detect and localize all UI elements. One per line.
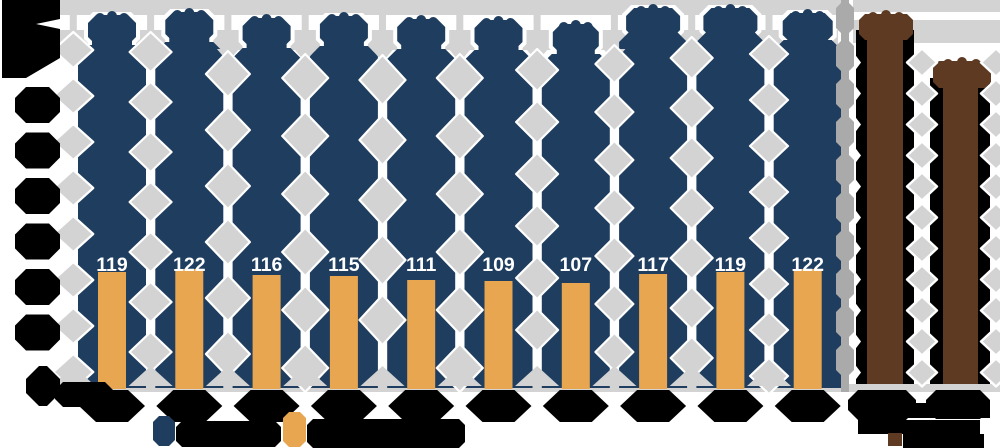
svg-text:109: 109 [482,254,515,276]
svg-text:122: 122 [791,254,824,276]
svg-text:107: 107 [560,254,593,276]
svg-text:117: 117 [637,254,668,276]
svg-text:111: 111 [406,254,437,276]
svg-text:122: 122 [173,254,206,276]
svg-text:119: 119 [715,254,747,276]
svg-text:119: 119 [96,254,128,276]
svg-text:115: 115 [328,254,360,276]
svg-text:116: 116 [251,254,283,276]
